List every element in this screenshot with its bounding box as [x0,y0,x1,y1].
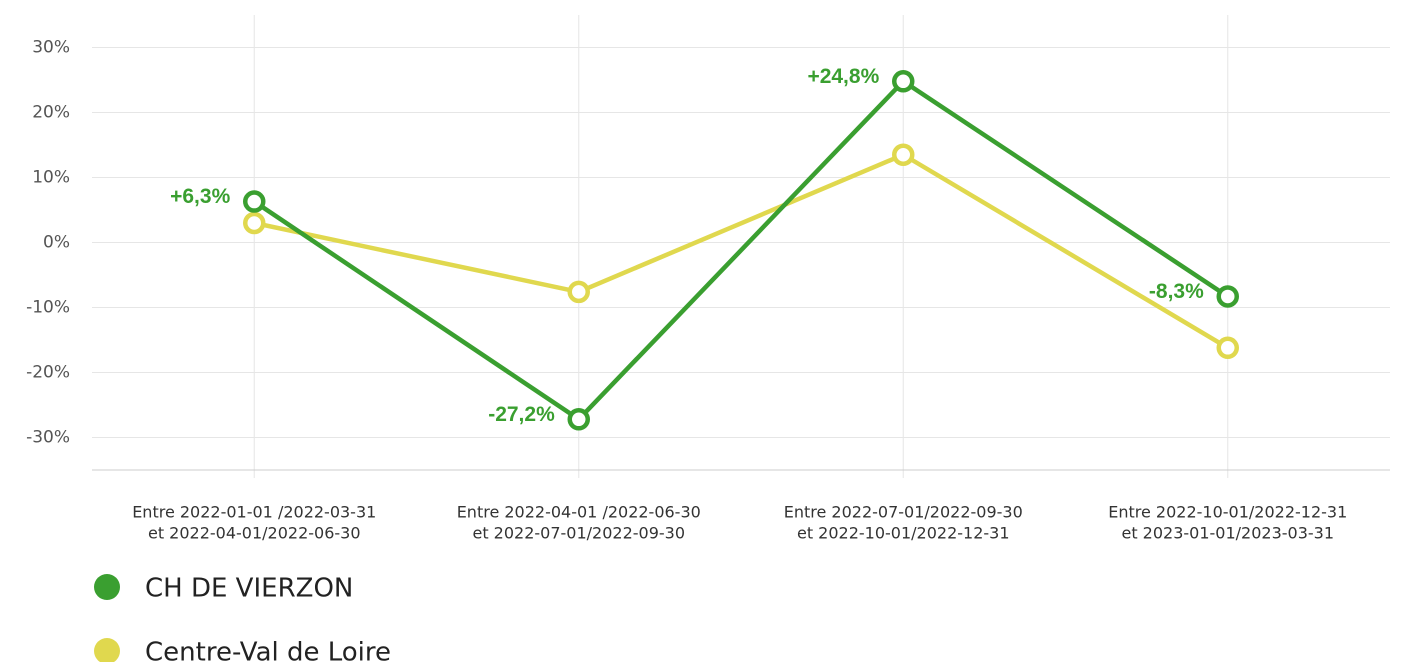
point-marker [892,70,915,93]
x-tick-label: Entre 2022-04-01 /2022-06-30 [457,503,701,522]
data-label: +6,3% [170,185,230,208]
point-marker [567,280,590,304]
data-label: +24,8% [807,65,879,88]
series-line [253,152,1229,350]
data-label: -8,3% [1149,280,1204,303]
data-label: -27,2% [488,403,555,426]
point-marker [243,211,266,235]
legend-label: Centre-Val de Loire [145,638,391,662]
y-tick-label: 10% [32,168,70,188]
y-tick-label: -30% [26,428,70,448]
y-tick-label: -20% [26,363,70,383]
x-tick-label: Entre 2022-07-01/2022-09-30 [784,503,1023,522]
point-marker [1216,285,1239,308]
y-tick-label: 30% [32,38,70,58]
series-line [252,79,1229,422]
legend-marker [94,638,120,662]
x-tick-label: et 2022-04-01/2022-06-30 [148,524,361,543]
point-marker [567,408,590,431]
y-tick-label: 0% [43,233,70,253]
point-marker [1216,336,1239,360]
point-marker [892,143,915,166]
x-tick-label: et 2022-07-01/2022-09-30 [472,524,685,543]
y-tick-label: 20% [32,103,70,123]
x-tick-label: Entre 2022-01-01 /2022-03-31 [132,503,376,522]
legend-label: CH DE VIERZON [145,574,353,604]
y-tick-label: -10% [26,298,70,318]
legend-marker [94,574,120,600]
x-tick-label: Entre 2022-10-01/2022-12-31 [1108,503,1347,522]
x-tick-label: et 2022-10-01/2022-12-31 [797,524,1010,543]
point-marker [243,190,266,213]
x-tick-label: et 2023-01-01/2023-03-31 [1121,524,1334,543]
